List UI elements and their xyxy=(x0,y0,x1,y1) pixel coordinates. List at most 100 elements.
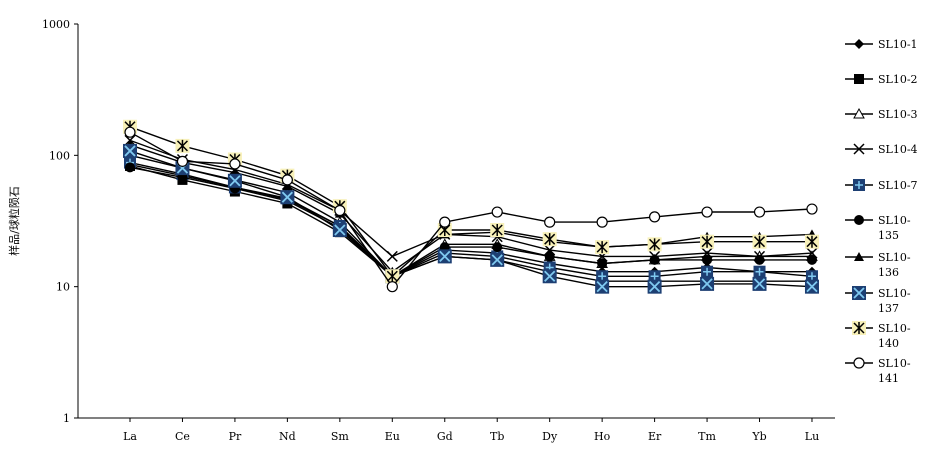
plot-area xyxy=(77,24,835,419)
data-point xyxy=(491,206,503,218)
data-point xyxy=(386,281,398,293)
legend-label-line: SL10-3 xyxy=(878,108,918,121)
x-tick-label: Tb xyxy=(490,430,504,443)
data-point xyxy=(334,204,346,217)
data-point xyxy=(754,254,765,265)
data-point xyxy=(439,216,451,228)
legend-label-line: SL10- xyxy=(878,251,911,264)
legend-label: SL10-3 xyxy=(878,108,918,121)
data-point xyxy=(752,234,767,249)
data-point xyxy=(227,173,242,188)
legend-label-line: 136 xyxy=(878,266,899,279)
legend-label-line: SL10- xyxy=(878,357,911,370)
x-tick-label: Tm xyxy=(698,430,716,443)
series-line xyxy=(129,144,813,273)
x-tick-label: Er xyxy=(648,430,662,443)
series-line xyxy=(129,154,812,278)
series-line xyxy=(129,131,813,288)
x-tick-label: Ho xyxy=(594,430,611,443)
legend-marker xyxy=(853,357,865,369)
legend-label: SL10- 136 xyxy=(878,251,911,279)
legend-marker xyxy=(853,179,865,191)
legend: SL10-1SL10-2SL10-3SL10-4SL10-7SL10-135SL… xyxy=(845,38,918,385)
x-tick-label: Sm xyxy=(331,430,350,443)
data-point xyxy=(804,234,819,249)
legend-marker xyxy=(854,215,864,225)
series-line xyxy=(129,150,813,288)
data-point xyxy=(702,254,713,265)
series-sl10-141 xyxy=(124,126,818,293)
legend-label-line: SL10-4 xyxy=(878,143,918,156)
data-point xyxy=(647,279,662,294)
y-axis-label: 样品/球粒陨石 xyxy=(7,186,21,256)
data-point xyxy=(700,234,715,249)
data-point xyxy=(806,254,817,265)
data-point xyxy=(544,216,556,228)
data-point xyxy=(490,223,505,238)
legend-label-line: SL10- xyxy=(878,287,911,300)
x-tick-label: Nd xyxy=(279,430,296,443)
x-tick-label: Ce xyxy=(175,430,190,443)
data-point xyxy=(281,174,293,186)
data-point xyxy=(596,270,609,283)
legend-entry: SL10- 135 xyxy=(845,214,911,242)
legend-marker xyxy=(852,321,866,335)
data-point xyxy=(700,276,715,291)
series-line xyxy=(129,139,813,258)
x-tick-label: Lu xyxy=(805,430,819,443)
legend-label-line: 141 xyxy=(878,372,899,385)
series-line xyxy=(129,166,812,278)
data-point xyxy=(332,223,347,238)
legend-marker xyxy=(853,107,865,119)
data-point xyxy=(805,270,818,283)
data-point xyxy=(437,249,452,264)
y-tick-label: 100 xyxy=(49,149,70,162)
legend-label: SL10-7 xyxy=(878,179,918,192)
data-point xyxy=(649,254,660,265)
legend-marker xyxy=(852,286,866,300)
data-point xyxy=(490,252,505,267)
data-point xyxy=(386,250,398,262)
data-point xyxy=(752,276,767,291)
data-point xyxy=(701,206,713,218)
x-tick-label: Eu xyxy=(385,430,400,443)
legend-label: SL10-1 xyxy=(878,38,918,51)
legend-label: SL10- 140 xyxy=(878,322,911,350)
legend-entry: SL10-2 xyxy=(845,73,918,86)
x-tick-label: Yb xyxy=(751,430,766,443)
data-point xyxy=(648,270,661,283)
y-axis-ticks: 1 10 100 1000 xyxy=(42,18,78,425)
x-tick-label: La xyxy=(123,430,137,443)
data-point xyxy=(544,251,555,262)
y-tick-label: 10 xyxy=(56,281,70,294)
legend-entry: SL10-7 xyxy=(845,179,918,192)
data-point xyxy=(753,265,766,278)
legend-label: SL10-2 xyxy=(878,73,918,86)
data-point xyxy=(282,181,293,191)
data-point xyxy=(701,265,714,278)
legend-label-line: SL10- xyxy=(878,322,911,335)
data-point xyxy=(492,242,503,253)
legend-marker xyxy=(853,143,865,155)
data-point xyxy=(647,237,662,252)
data-point xyxy=(175,138,190,153)
series-layer xyxy=(123,119,819,294)
data-point xyxy=(124,126,136,138)
legend-entry: SL10-4 xyxy=(845,143,918,156)
legend-marker xyxy=(854,74,864,84)
series-sl10-3 xyxy=(124,149,818,281)
legend-entry: SL10- 136 xyxy=(845,251,911,279)
data-point xyxy=(596,216,608,228)
legend-entry: SL10- 140 xyxy=(845,321,911,350)
x-tick-label: Dy xyxy=(542,430,558,443)
data-point xyxy=(176,155,189,167)
x-tick-label: Pr xyxy=(229,430,242,443)
legend-label-line: SL10-1 xyxy=(878,38,918,51)
data-point xyxy=(229,158,241,170)
data-point xyxy=(806,203,818,215)
y-tick-label: 1 xyxy=(63,412,70,425)
legend-label-line: 135 xyxy=(878,229,899,242)
data-point xyxy=(542,269,557,284)
data-point xyxy=(385,269,400,284)
